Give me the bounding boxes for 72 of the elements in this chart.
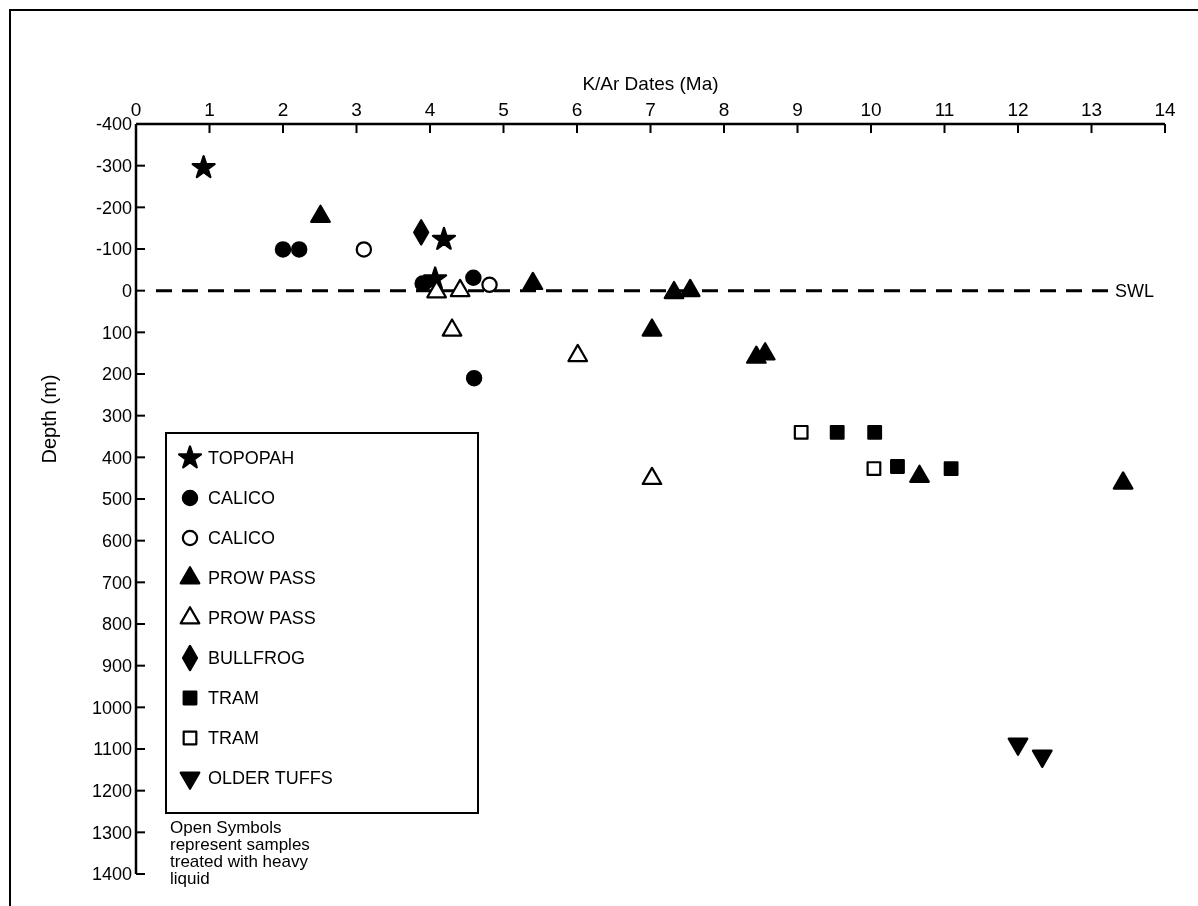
x-tick-label: 11 [934, 99, 955, 120]
legend-label: TRAM [208, 728, 259, 749]
y-tick-label: 1300 [91, 822, 132, 843]
point [355, 241, 373, 258]
x-tick-label: 8 [718, 99, 730, 120]
y-tick-label: 400 [101, 447, 132, 468]
y-tick-label: 1000 [91, 697, 132, 718]
x-tick-label: 14 [1154, 99, 1176, 120]
x-tick-label: 10 [860, 99, 882, 120]
legend-label: CALICO [208, 528, 276, 549]
y-tick-label: 1400 [91, 864, 132, 885]
legend-label: PROW PASS [208, 568, 316, 589]
x-tick-label: 7 [645, 99, 656, 120]
x-axis-title: K/Ar Dates (Ma) [582, 73, 719, 94]
point [481, 276, 498, 294]
y-tick-label: 0 [121, 280, 132, 301]
y-axis-title: Depth (m) [38, 374, 60, 464]
y-tick-label: -200 [95, 197, 132, 218]
x-tick-label: 12 [1007, 99, 1029, 120]
legend-label: TOPOPAH [208, 448, 295, 469]
legend-label: PROW PASS [208, 608, 316, 629]
legend-label: OLDER TUFFS [208, 768, 333, 789]
point [793, 424, 809, 440]
x-tick-label: 1 [204, 99, 215, 120]
point [679, 278, 701, 298]
x-tick-label: 13 [1080, 99, 1103, 120]
point [274, 241, 292, 258]
point [465, 369, 483, 387]
x-tick-label: 3 [351, 99, 362, 120]
y-tick-label: 500 [101, 489, 132, 510]
x-tick-label: 5 [498, 99, 509, 120]
x-tick-label: 2 [277, 99, 289, 120]
y-tick-label: 200 [101, 364, 132, 385]
point [290, 241, 308, 258]
point [191, 155, 216, 179]
y-tick-label: -400 [95, 114, 132, 135]
y-tick-label: 700 [101, 572, 132, 593]
y-tick-label: 1200 [91, 780, 132, 801]
ref-line-label: SWL [1115, 280, 1155, 301]
annotation: Open Symbols represent samples treated with heavy liquid [170, 818, 310, 888]
point [890, 459, 905, 474]
x-tick-label: 4 [424, 99, 436, 120]
point [1007, 737, 1029, 756]
point [829, 424, 845, 440]
point [663, 280, 685, 300]
point [867, 424, 883, 440]
y-tick-label: 600 [101, 530, 132, 551]
y-tick-label: -100 [95, 239, 132, 260]
point [641, 318, 663, 337]
y-tick-label: 1100 [93, 739, 132, 760]
legend-label: TRAM [208, 688, 259, 709]
point [1031, 749, 1053, 768]
legend-label: CALICO [208, 488, 276, 509]
point [310, 204, 331, 223]
legend-label: BULLFROG [208, 648, 306, 669]
y-tick-label: 800 [101, 614, 132, 635]
y-tick-label: 900 [101, 655, 132, 676]
point [431, 226, 457, 250]
x-tick-label: 9 [792, 99, 803, 120]
point [522, 271, 544, 291]
point [943, 461, 959, 477]
point [426, 280, 448, 299]
point [441, 318, 463, 337]
point [567, 343, 589, 363]
y-tick-label: -300 [95, 155, 132, 176]
x-tick-label: 6 [571, 99, 583, 120]
y-tick-label: 100 [101, 322, 132, 343]
point [414, 275, 431, 292]
point [449, 278, 471, 298]
point [465, 269, 482, 286]
y-tick-label: 300 [101, 405, 132, 426]
point [866, 461, 882, 477]
